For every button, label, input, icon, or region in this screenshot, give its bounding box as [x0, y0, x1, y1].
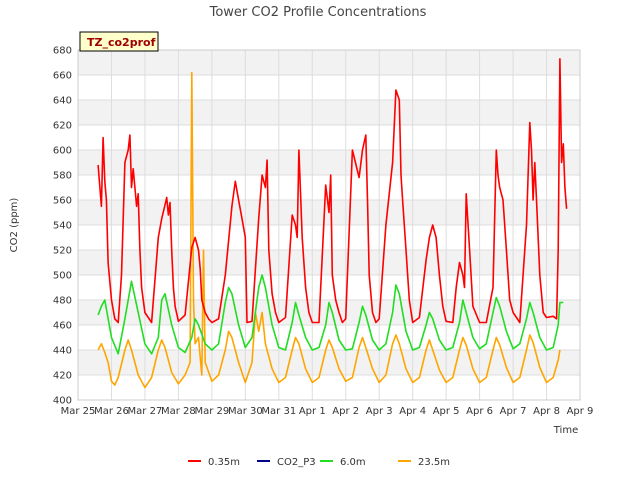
series-line-0-35m — [97, 57, 568, 324]
plot-band — [78, 150, 580, 175]
site-badge-label: TZ_co2prof — [87, 36, 156, 49]
legend-label: 0.35m — [208, 457, 240, 468]
x-tick-label: Apr 4 — [399, 406, 426, 417]
x-tick-label: Mar 26 — [94, 406, 129, 417]
y-tick-label: 680 — [53, 46, 72, 57]
plot-band — [78, 275, 580, 300]
legend-label: 6.0m — [340, 457, 366, 468]
x-tick-label: Apr 5 — [433, 406, 460, 417]
y-tick-label: 560 — [53, 196, 72, 207]
y-tick-labels: 400 420 440 460 480 500 520 540 560 580 600 620 640 6… — [53, 46, 72, 407]
chart-title: Tower CO2 Profile Concentrations — [209, 5, 427, 20]
plot-band — [78, 225, 580, 250]
y-tick-label: 400 — [53, 396, 72, 407]
plot-band — [78, 100, 580, 125]
series-layer — [97, 57, 568, 389]
site-badge-box — [79, 31, 159, 52]
y-tick-label: 600 — [53, 146, 72, 157]
y-tick-label: 540 — [53, 221, 72, 232]
x-tick-label: Apr 3 — [366, 406, 393, 417]
x-tick-label: Apr 7 — [500, 406, 527, 417]
legend: 0.35m CO2_P3 6.0m 23.5m — [188, 457, 450, 468]
x-axis-label: Time — [553, 425, 578, 436]
plot-band — [78, 75, 580, 100]
y-tick-label: 500 — [53, 271, 72, 282]
site-badge: TZ_co2prof — [79, 31, 159, 52]
y-tick-label: 480 — [53, 296, 72, 307]
series-line-23-5m — [97, 71, 561, 389]
legend-label: CO2_P3 — [277, 457, 316, 468]
legend-label: 23.5m — [418, 457, 450, 468]
series-line-6-0m — [97, 274, 564, 355]
x-tick-label: Apr 9 — [567, 406, 594, 417]
plot-band — [78, 350, 580, 375]
x-tick-label: Mar 30 — [228, 406, 263, 417]
x-tick-label: Apr 2 — [332, 406, 359, 417]
x-tick-label: Apr 8 — [533, 406, 560, 417]
plot-band — [78, 250, 580, 275]
y-tick-label: 580 — [53, 171, 72, 182]
plot-background-bands — [78, 50, 580, 400]
plot-frame — [77, 49, 581, 401]
y-tick-label: 520 — [53, 246, 72, 257]
plot-band — [78, 125, 580, 150]
plot-band — [78, 50, 580, 75]
x-tick-label: Mar 28 — [161, 406, 196, 417]
y-tick-label: 460 — [53, 321, 72, 332]
y-tick-label: 620 — [53, 121, 72, 132]
y-tick-label: 660 — [53, 71, 72, 82]
x-tick-label: Mar 25 — [61, 406, 96, 417]
plot-band — [78, 375, 580, 400]
x-tick-label: Apr 6 — [466, 406, 493, 417]
y-tick-label: 420 — [53, 371, 72, 382]
x-tick-label: Mar 31 — [261, 406, 296, 417]
x-tick-label: Mar 27 — [128, 406, 163, 417]
y-tick-label: 640 — [53, 96, 72, 107]
x-tick-label: Mar 29 — [194, 406, 229, 417]
y-axis-label: CO2 (ppm) — [9, 198, 20, 253]
x-tick-label: Apr 1 — [299, 406, 326, 417]
y-tick-label: 440 — [53, 346, 72, 357]
plot-band — [78, 325, 580, 350]
